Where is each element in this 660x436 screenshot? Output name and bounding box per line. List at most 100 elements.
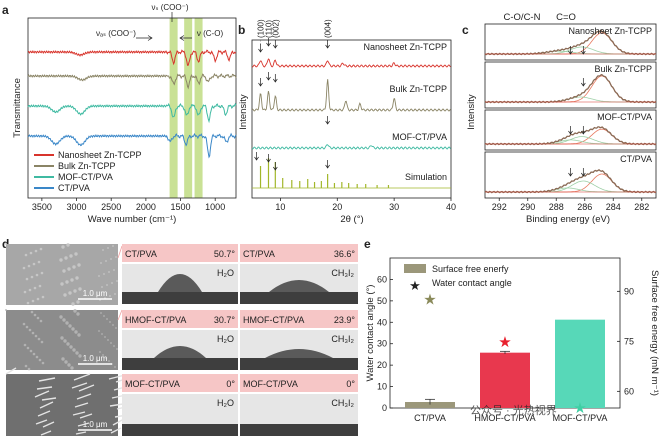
panel-a: a 3500 3000 2500 2000 1500 1000 Wave number (… <box>2 3 237 225</box>
panel-e-categories: CT/PVA HMOF-CT/PVA MOF-CT/PVA <box>414 413 607 423</box>
tick-label: 282 <box>634 202 649 212</box>
sem-grain <box>28 288 32 292</box>
sem-grain <box>30 310 34 314</box>
sem-grain <box>70 366 74 370</box>
label-c-double-o: C=O <box>556 12 576 23</box>
liquid-label: H₂O <box>217 334 234 344</box>
drop-cell-2-1: MOF-CT/PVA 0° CH₃I₂ <box>240 374 358 436</box>
legend-label: CT/PVA <box>58 183 90 193</box>
drop-cell-2-0: MOF-CT/PVA 0° H₂O <box>122 374 238 436</box>
panel-b-label: b <box>238 23 245 37</box>
tick-label: 1500 <box>171 202 191 212</box>
xps-subplot-1: Bulk Zn-TCPP <box>484 61 657 109</box>
sem-grain <box>37 337 41 341</box>
sem-grain <box>66 243 70 247</box>
subplot-label: Bulk Zn-TCPP <box>594 64 652 74</box>
sem-grain <box>26 301 30 305</box>
sem-grain <box>62 269 66 273</box>
sem-grain <box>107 339 109 341</box>
sem-flake <box>75 431 87 435</box>
legend-water-angle: Water contact angle <box>432 278 512 288</box>
sem-grain <box>39 319 43 323</box>
xps-subplot-3: CT/PVA <box>484 151 657 199</box>
sem-grain <box>103 315 105 317</box>
contact-angle-value: 50.7° <box>214 249 236 259</box>
sem-grain <box>26 346 30 350</box>
sample-name: CT/PVA <box>125 249 157 259</box>
sem-grain <box>29 251 33 255</box>
sem-flake <box>72 411 86 416</box>
liquid-label: H₂O <box>217 398 234 408</box>
sample-name: HMOF-CT/PVA <box>243 315 304 325</box>
legend-star-icon: ★ <box>409 278 421 293</box>
subplot-frame <box>484 109 657 151</box>
sem-grain <box>102 354 104 356</box>
contact-angle-value: 0° <box>346 379 355 389</box>
highlight-band-1 <box>184 18 193 198</box>
sem-grain <box>24 253 28 257</box>
xps-arrow <box>568 46 573 55</box>
panel-c-x-ticks: 282 284 286 288 290 292 <box>492 198 649 212</box>
tick-label: 2500 <box>101 202 121 212</box>
sem-image-0: 1.0 μm <box>5 243 118 306</box>
drop-cell-0-0: CT/PVA 50.7° H₂O <box>122 244 238 304</box>
sem-flake <box>42 421 55 428</box>
xps-subplots: Nanosheet Zn-TCPP Bulk Zn-TCPP MOF-CT/PVA C… <box>484 23 657 199</box>
sem-grain <box>64 360 68 364</box>
subplot-frame <box>484 151 657 199</box>
tick-label: 288 <box>549 202 564 212</box>
xps-arrow <box>568 126 573 135</box>
panel-e-bars <box>405 319 605 408</box>
sem-background <box>6 244 118 305</box>
sem-flake <box>40 430 52 436</box>
sem-grain <box>65 321 69 325</box>
tick-label: 20 <box>377 360 387 370</box>
droplet <box>269 280 329 292</box>
droplet <box>158 274 202 292</box>
sem-flake <box>78 384 95 392</box>
sem-flake <box>34 390 50 398</box>
sem-grain <box>66 342 70 346</box>
star-CT/PVA: ★ <box>423 291 436 308</box>
sem-grain <box>103 273 105 275</box>
tick-label: 30 <box>377 339 387 349</box>
sem-grain <box>33 313 37 317</box>
sem-grain <box>70 278 74 282</box>
xrd-series-1 <box>251 79 451 112</box>
sem-grain <box>113 345 115 347</box>
sem-grain <box>114 293 116 295</box>
panel-d: d 1.0 μm1.0 μm1.0 μm CT/PVA 50.7°H₂OCT/PV… <box>2 237 358 436</box>
sem-grain <box>62 318 66 322</box>
sem-grain <box>63 339 67 343</box>
scale-bar-label: 1.0 μm <box>83 289 108 298</box>
sem-grain <box>68 324 72 328</box>
legend-label: Bulk Zn-TCPP <box>58 161 116 171</box>
sample-name: CT/PVA <box>243 249 275 259</box>
sem-grain <box>71 302 75 306</box>
series-label-2: MOF-CT/PVA <box>392 132 447 142</box>
droplet <box>154 346 206 358</box>
panel-c-y-label: Intensity <box>466 94 477 130</box>
sample-label-bg <box>122 374 238 392</box>
peak-label: (100) <box>257 19 266 38</box>
droplet <box>265 349 333 358</box>
sample-label-bg <box>240 374 358 392</box>
sample-name: MOF-CT/PVA <box>243 379 298 389</box>
sem-grain <box>32 352 36 356</box>
category-label: CT/PVA <box>414 413 446 423</box>
sem-grain <box>38 284 42 288</box>
panel-b-x-label: 2θ (°) <box>340 214 363 225</box>
sem-grain <box>114 366 116 368</box>
sem-grain <box>101 286 103 288</box>
peak-arrow-4 <box>258 78 263 87</box>
annotation-vs-coo: νₛ (COO⁻) <box>152 3 189 12</box>
sem-grain <box>36 297 40 301</box>
bar-MOF-CT/PVA <box>555 319 605 408</box>
sem-grain <box>105 260 107 262</box>
subplot-frame <box>484 23 657 61</box>
sem-grain <box>113 269 115 271</box>
contact-angle-value: 23.9° <box>334 315 356 325</box>
panel-c-label: c <box>462 23 469 37</box>
sem-grain <box>25 277 29 281</box>
